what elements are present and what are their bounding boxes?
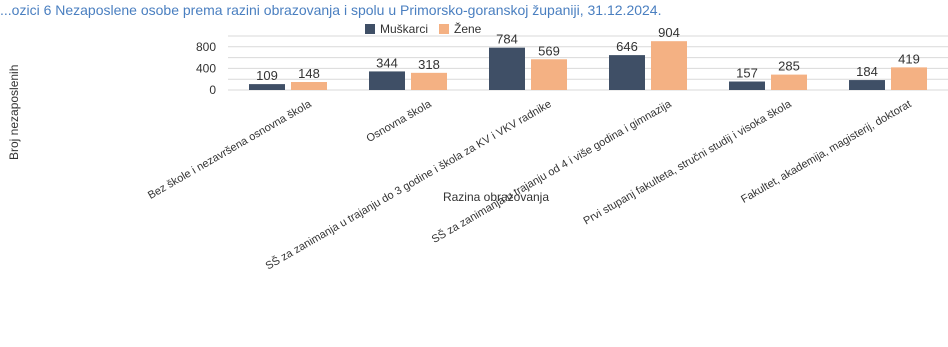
y-axis-ticks: 0 400 800 (196, 40, 216, 97)
bar (729, 81, 765, 90)
bar (369, 71, 405, 90)
data-label: 148 (298, 66, 320, 81)
legend-swatch-zene (439, 24, 449, 34)
category-label: Osnovna škola (364, 98, 434, 145)
x-axis-categories: Bez škole i nezavršena osnovna škola Osno… (146, 97, 914, 273)
category-label: Bez škole i nezavršena osnovna škola (146, 98, 314, 202)
bar (411, 72, 447, 90)
data-label: 344 (376, 55, 398, 70)
y-axis-title: Broj nezaposlenih (7, 65, 21, 160)
data-label: 285 (778, 59, 800, 74)
category-label: Prvi stupanj fakulteta, stručni studij i… (582, 98, 795, 228)
data-label: 569 (538, 43, 560, 58)
y-tick-label: 400 (196, 61, 216, 75)
bar (771, 74, 807, 90)
bar (291, 82, 327, 90)
chart-title: ...ozici 6 Nezaposlene osobe prema razin… (0, 2, 661, 18)
bar (609, 55, 645, 90)
y-tick-label: 0 (209, 83, 216, 97)
legend-label-muskarci: Muškarci (380, 22, 428, 36)
data-label: 184 (856, 64, 878, 79)
bar (891, 67, 927, 90)
legend: Muškarci Žene (365, 21, 482, 36)
data-label: 419 (898, 51, 920, 66)
bar (531, 59, 567, 90)
category-label: SŠ za zanimanja u trajanju do 3 godine i… (263, 97, 553, 272)
bar (489, 47, 525, 90)
category-label: SŠ za zanimanja u trajanju od 4 i više g… (429, 97, 674, 246)
legend-swatch-muskarci (365, 24, 375, 34)
legend-label-zene: Žene (454, 21, 482, 36)
bar (249, 84, 285, 90)
data-label: 784 (496, 32, 518, 47)
data-label: 646 (616, 39, 638, 54)
x-axis-title: Razina obrazovanja (443, 190, 549, 204)
data-labels: 109 148 344 318 784 569 646 904 157 285 184 419 (256, 25, 920, 83)
bar (849, 80, 885, 90)
bars (249, 41, 927, 90)
data-label: 157 (736, 66, 758, 81)
gridlines (228, 35, 948, 91)
bar (651, 41, 687, 90)
data-label: 109 (256, 68, 278, 83)
data-label: 318 (418, 57, 440, 72)
data-label: 904 (658, 25, 680, 40)
y-tick-label: 800 (196, 40, 216, 54)
